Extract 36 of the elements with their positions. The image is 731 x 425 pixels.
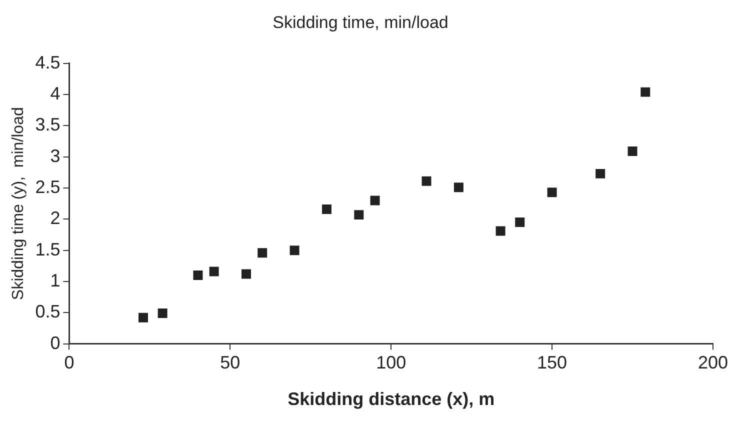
y-tick-label: 3 (50, 146, 60, 166)
point (496, 226, 506, 236)
y-tick-label: 3.5 (35, 114, 60, 135)
point (290, 246, 300, 256)
point (354, 210, 364, 220)
y-tick-label: 0.5 (35, 302, 60, 322)
y-tick-label: 0 (50, 332, 60, 353)
point (596, 168, 606, 178)
x-tick-label: 0 (64, 352, 74, 373)
point (158, 308, 168, 318)
point (209, 266, 219, 276)
point (515, 218, 525, 228)
point (422, 176, 432, 186)
y-axis-title: Skidding time (y), min/load (10, 107, 28, 300)
y-tick-label: 1 (50, 270, 60, 290)
point (193, 270, 203, 280)
y-tick-label: 1.5 (35, 239, 60, 260)
point (454, 182, 464, 192)
x-tick-label: 150 (537, 352, 568, 373)
point (322, 204, 332, 214)
point (258, 248, 268, 258)
x-tick-label: 50 (220, 352, 240, 373)
y-tick-label: 4 (50, 84, 60, 104)
point (547, 188, 557, 198)
y-tick-label: 2.5 (35, 176, 60, 197)
chart-title: Skidding time, min/load (272, 12, 448, 32)
y-tick-label: 2 (50, 208, 60, 228)
y-tick-label: 4.5 (35, 52, 60, 72)
point (138, 312, 148, 322)
point (640, 87, 650, 97)
point (628, 146, 638, 156)
x-tick-label: 200 (698, 352, 728, 373)
x-axis-title: Skidding distance (x), m (288, 389, 495, 410)
point (370, 196, 380, 206)
x-tick-label: 100 (376, 352, 406, 373)
point (242, 269, 251, 279)
